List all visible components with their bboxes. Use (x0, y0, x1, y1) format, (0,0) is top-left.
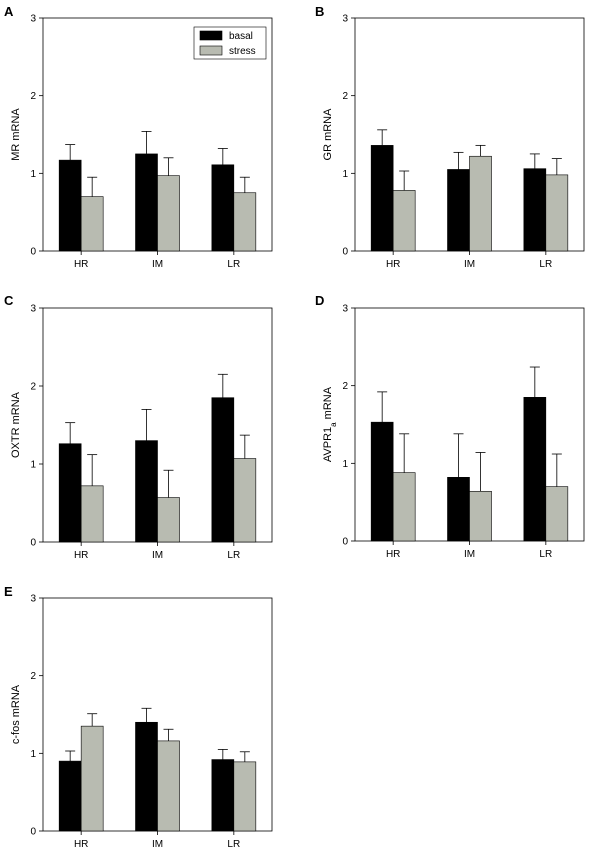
y-tick-label: 2 (342, 91, 348, 102)
y-tick-label: 1 (30, 749, 36, 760)
y-tick-label: 3 (30, 594, 36, 605)
y-tick-label: 2 (30, 382, 36, 393)
legend-swatch-stress (199, 45, 223, 56)
y-tick-label: 0 (342, 537, 348, 548)
y-tick-label: 1 (30, 460, 36, 471)
y-tick-label: 2 (30, 91, 36, 102)
panel-c: C 0 1 2 3 OXTR mRNA HR IM LR (4, 293, 273, 561)
x-tick-label: IM (464, 549, 475, 560)
bar-basal-hr (58, 159, 82, 252)
y-tick-label: 3 (30, 14, 36, 25)
y-tick-label: 3 (342, 14, 348, 25)
x-tick-label: IM (152, 839, 163, 850)
y-tick-label: 0 (30, 247, 36, 258)
y-tick-label: 1 (30, 169, 36, 180)
bar-stress-im (469, 155, 492, 252)
bar-basal-im (135, 153, 158, 252)
bar-basal-hr (370, 421, 394, 542)
bar-stress-lr (545, 486, 569, 542)
panel-b: B 0 1 2 3 GR mRNA HR IM LR (315, 4, 585, 270)
bar-stress-hr (80, 485, 104, 543)
bar-basal-lr (211, 397, 235, 543)
y-tick-label: 0 (30, 827, 36, 838)
bar-basal-im (447, 477, 470, 542)
panel-letter: A (4, 4, 14, 19)
y-axis-label: AVPR1a mRNA (322, 386, 338, 462)
bar-basal-hr (58, 760, 82, 832)
bar-stress-lr (545, 174, 569, 252)
x-tick-label: LR (539, 549, 552, 560)
bar-stress-lr (233, 192, 257, 252)
y-tick-label: 2 (30, 671, 36, 682)
bar-stress-im (469, 490, 492, 542)
x-tick-label: IM (152, 259, 163, 270)
bar-basal-im (135, 721, 158, 832)
x-tick-label: HR (74, 550, 88, 561)
bar-stress-im (157, 740, 180, 832)
y-axis-label: OXTR mRNA (10, 391, 22, 458)
bar-basal-lr (211, 164, 235, 252)
x-tick-label: HR (74, 839, 88, 850)
x-tick-label: LR (227, 259, 240, 270)
panel-letter: E (4, 584, 13, 599)
x-tick-label: LR (539, 259, 552, 270)
bar-basal-im (135, 440, 158, 543)
x-tick-label: HR (74, 259, 88, 270)
legend-label-basal: basal (229, 31, 253, 42)
bar-basal-lr (211, 759, 235, 832)
bar-basal-lr (523, 397, 547, 542)
x-tick-label: IM (464, 259, 475, 270)
bar-stress-hr (392, 190, 416, 252)
panel-d: D 0 1 2 3 AVPR1a mRNA HR IM LR (315, 293, 585, 560)
panel-letter: D (315, 293, 324, 308)
y-tick-label: 0 (30, 538, 36, 549)
panel-letter: B (315, 4, 324, 19)
bar-stress-im (157, 175, 180, 252)
legend-label-stress: stress (229, 46, 256, 57)
y-tick-label: 3 (30, 304, 36, 315)
y-axis-label: GR mRNA (322, 108, 334, 161)
bar-stress-hr (392, 472, 416, 542)
bar-basal-hr (58, 443, 82, 543)
y-tick-label: 1 (342, 169, 348, 180)
bar-stress-hr (80, 725, 104, 832)
bar-stress-im (157, 497, 180, 543)
x-tick-label: LR (227, 550, 240, 561)
legend-swatch-basal (199, 30, 223, 41)
x-tick-label: HR (386, 259, 400, 270)
y-axis-label: MR mRNA (10, 108, 22, 161)
bar-stress-lr (233, 458, 257, 543)
bar-stress-lr (233, 761, 257, 832)
y-tick-label: 3 (342, 304, 348, 315)
panel-e: E 0 1 2 3 c-fos mRNA HR IM LR (4, 584, 273, 850)
y-tick-label: 1 (342, 459, 348, 470)
bar-basal-hr (370, 145, 394, 252)
panel-a: A 0 1 2 3 MR mRNA HR IM LR basal stress (4, 4, 273, 270)
legend: basal stress (193, 26, 267, 60)
bar-stress-hr (80, 196, 104, 252)
bar-basal-lr (523, 168, 547, 252)
x-tick-label: IM (152, 550, 163, 561)
panel-letter: C (4, 293, 14, 308)
y-tick-label: 2 (342, 381, 348, 392)
y-tick-label: 0 (342, 247, 348, 258)
y-axis-label: c-fos mRNA (10, 684, 22, 744)
x-tick-label: HR (386, 549, 400, 560)
x-tick-label: LR (227, 839, 240, 850)
bar-basal-im (447, 169, 470, 252)
